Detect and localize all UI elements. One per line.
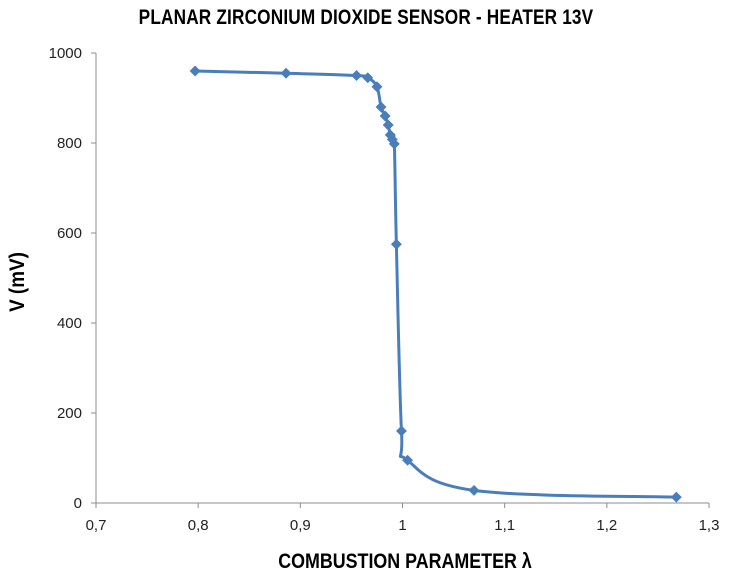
y-tick-label: 400 [57, 315, 82, 332]
data-point [670, 491, 682, 503]
data-point [375, 101, 387, 113]
y-tick-label: 800 [57, 135, 82, 152]
data-point [395, 425, 408, 437]
data-point [362, 72, 374, 84]
y-tick-label: 600 [57, 225, 82, 242]
data-point [388, 138, 400, 150]
x-axis-title: COMBUSTION PARAMETER λ [278, 550, 532, 573]
y-axis-title: V (mV) [6, 252, 29, 312]
data-point [390, 238, 402, 250]
x-tick-label: 0,9 [290, 517, 311, 534]
x-tick-label: 0,7 [86, 517, 107, 534]
tick-labels: 0 200 400 600 800 1000 0,7 0,8 0,9 1 1,1 1,2 1,3 [49, 45, 720, 534]
data-point [189, 65, 201, 77]
data-point [280, 67, 292, 79]
x-tick-label: 1 [398, 517, 406, 534]
series-layer [189, 65, 682, 503]
y-tick-label: 0 [74, 495, 82, 512]
series-line [193, 69, 678, 499]
data-point [382, 119, 394, 131]
data-point [371, 81, 383, 93]
chart-title: PLANAR ZIRCONIUM DIOXIDE SENSOR - HEATER… [138, 6, 594, 29]
axes [91, 52, 710, 508]
x-tick-label: 1,3 [699, 517, 720, 534]
x-tick-label: 1,1 [494, 517, 515, 534]
data-point [379, 110, 391, 122]
x-tick-label: 1,2 [596, 517, 617, 534]
data-point [402, 454, 414, 466]
y-tick-label: 200 [57, 405, 82, 422]
data-point [350, 69, 363, 82]
y-tick-label: 1000 [49, 45, 82, 62]
data-point [468, 484, 480, 496]
x-tick-label: 0,8 [188, 517, 209, 534]
